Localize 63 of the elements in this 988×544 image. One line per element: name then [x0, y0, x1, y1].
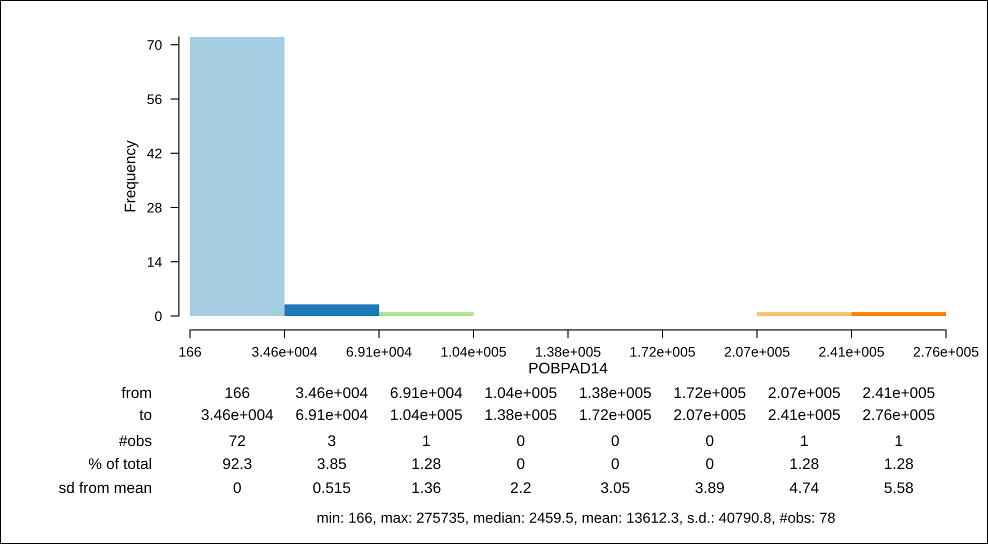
x-tick-label: 2.07e+005 — [724, 346, 790, 357]
text: 0 — [612, 458, 619, 470]
x-tick-label: 1.38e+005 — [536, 346, 600, 357]
text: to — [139, 410, 152, 420]
x-tick-label: 1.04e+005 — [442, 346, 506, 357]
text: 3.46e+004 — [202, 409, 274, 420]
text: 0 — [517, 435, 524, 446]
text: 0 — [612, 435, 619, 446]
y-axis-title: Frequency — [124, 140, 138, 212]
text: 0 — [706, 435, 714, 446]
text: 2.07e+005 — [674, 409, 746, 420]
text: 1 — [801, 435, 808, 446]
x-tick-label: 2.41e+005 — [819, 346, 884, 357]
x-tick-label: 1.72e+005 — [630, 346, 695, 357]
text: 166 — [226, 387, 250, 398]
x-tick-label: 6.91e+004 — [346, 346, 412, 357]
y-tick-label: 70 — [147, 40, 162, 50]
text: 2.76e+005 — [863, 409, 934, 420]
text: 1.04e+005 — [486, 387, 556, 398]
text: 1.72e+005 — [674, 387, 746, 398]
text: 0 — [706, 458, 714, 470]
text: 1.28 — [885, 458, 913, 470]
text: 3.89 — [695, 482, 724, 494]
text: 2.07e+005 — [768, 387, 840, 398]
text: 6.91e+004 — [296, 409, 368, 420]
text: 1.72e+005 — [580, 409, 651, 420]
text: 3.46e+004 — [296, 387, 368, 398]
text: 0 — [517, 458, 524, 470]
x-tick-label: 3.46e+004 — [252, 346, 318, 357]
text: 1.36 — [412, 482, 440, 494]
text: 4.74 — [790, 482, 819, 493]
y-tick-label: 56 — [147, 94, 162, 104]
text: 3 — [328, 435, 336, 446]
y-tick-label: 42 — [147, 148, 162, 158]
text: 5.58 — [884, 482, 913, 494]
text: min: 166, max: 275735, median: 2459.5, mean: 13612.3, s.d.: 40790.8, #obs: 78 — [318, 512, 835, 525]
text: 1 — [423, 435, 430, 446]
text: 1 — [896, 435, 902, 446]
text: 1.28 — [412, 458, 440, 470]
text: 92.3 — [223, 458, 252, 470]
text: 2.41e+005 — [768, 409, 840, 420]
text: 1.38e+005 — [580, 387, 651, 398]
text: 3.85 — [317, 458, 346, 470]
text: 1.28 — [790, 458, 818, 470]
y-tick-label: 28 — [147, 202, 162, 213]
text: 2.2 — [510, 482, 531, 493]
text: 1.38e+005 — [486, 409, 556, 420]
text: 2.41e+005 — [863, 387, 934, 398]
text: sd from mean — [59, 482, 152, 494]
text: 3.05 — [600, 482, 630, 494]
text: 0.515 — [313, 482, 350, 494]
text: from — [122, 386, 151, 398]
x-tick-label: 166 — [179, 346, 201, 357]
text: % of total — [88, 458, 151, 470]
y-tick-label: 14 — [148, 257, 162, 267]
y-tick-label: 0 — [155, 311, 162, 322]
text: #obs — [118, 434, 152, 446]
text: 0 — [234, 482, 241, 494]
x-tick-label: 2.76e+005 — [914, 346, 978, 357]
x-axis-title: POBPAD14 — [529, 362, 608, 374]
text: 72 — [230, 435, 245, 446]
text: 6.91e+004 — [390, 387, 462, 398]
text: 1.04e+005 — [391, 409, 462, 420]
